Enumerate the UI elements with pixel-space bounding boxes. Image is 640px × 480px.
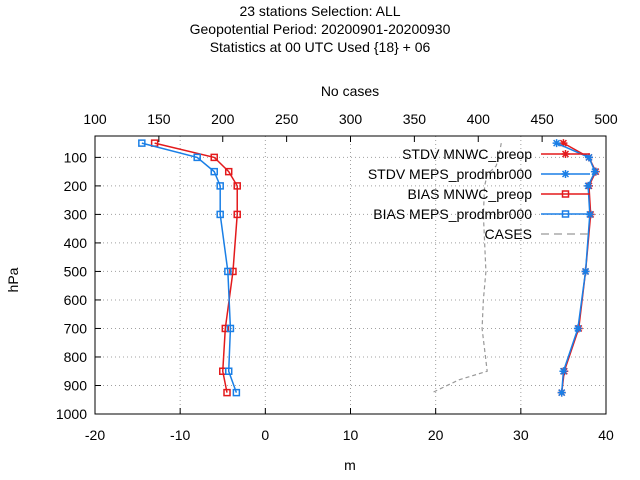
chart-title-line-1: 23 stations Selection: ALL bbox=[239, 3, 401, 19]
legend-label-0: STDV MNWC_preop bbox=[402, 146, 532, 162]
x-tick-label-2: 0 bbox=[261, 427, 269, 443]
legend-label-4: CASES bbox=[485, 226, 532, 242]
x-tick-label-6: 40 bbox=[598, 427, 614, 443]
series-line-1 bbox=[556, 142, 596, 393]
y-axis-label: hPa bbox=[5, 267, 21, 292]
y-tick-label-8: 900 bbox=[64, 377, 88, 393]
top-tick-label-4: 300 bbox=[339, 111, 363, 127]
series-3-point-6 bbox=[226, 324, 235, 333]
series-1-point-0-d2 bbox=[553, 139, 561, 147]
series-line-2 bbox=[154, 142, 238, 393]
x-tick-label-0: -20 bbox=[85, 427, 105, 443]
tick-marks: -20 -10 0 10 20 30 40 100 150 200 250 300 350 400 450 5… bbox=[56, 111, 618, 443]
legend-marker-3 bbox=[561, 210, 570, 218]
series-2-point-3 bbox=[233, 182, 241, 190]
series-line-3 bbox=[141, 142, 238, 393]
series-1-point-5-d2 bbox=[582, 267, 590, 275]
legend-label-2: BIAS MNWC_preop bbox=[408, 186, 533, 202]
y-tick-label-7: 800 bbox=[64, 349, 88, 365]
series-3-point-8 bbox=[232, 388, 241, 397]
y-tick-label-9: 1000 bbox=[56, 406, 87, 422]
series-line-4 bbox=[432, 143, 502, 394]
top-tick-label-6: 400 bbox=[467, 111, 491, 127]
series-3-point-5 bbox=[224, 267, 232, 276]
legend-marker-1-d2 bbox=[561, 170, 570, 178]
series-2-point-6 bbox=[221, 324, 230, 333]
series-1-point-3-d2 bbox=[584, 182, 592, 190]
series-1-point-2 bbox=[590, 167, 599, 176]
x-axis-label: m bbox=[344, 457, 356, 473]
series-3-point-7 bbox=[224, 367, 233, 375]
series-1-point-6 bbox=[573, 324, 582, 333]
legend-label-3: BIAS MEPS_prodmbr000 bbox=[373, 206, 532, 222]
series-group bbox=[138, 139, 600, 397]
legend-marker-2 bbox=[561, 190, 570, 198]
legend-marker-0-d2 bbox=[561, 150, 570, 158]
legend: STDV MNWC_preop STDV MEPS_prodmbr000 BIAS … bbox=[368, 146, 590, 242]
series-1-point-7-d2 bbox=[559, 367, 567, 375]
series-1-point-1 bbox=[584, 153, 593, 162]
series-1-point-0 bbox=[552, 139, 561, 148]
x-tick-label-4: 20 bbox=[428, 427, 444, 443]
y-tick-label-5: 600 bbox=[64, 292, 88, 308]
series-1-point-1-d2 bbox=[585, 153, 593, 161]
series-1-point-6-d2 bbox=[574, 324, 582, 332]
series-1-point-2-d2 bbox=[591, 168, 599, 176]
legend-marker-0 bbox=[561, 150, 570, 158]
series-2-point-5 bbox=[229, 267, 237, 276]
series-2-point-2 bbox=[224, 167, 233, 176]
x-tick-label-5: 30 bbox=[513, 427, 529, 443]
top-tick-label-1: 150 bbox=[147, 111, 171, 127]
chart-title-line-2: Geopotential Period: 20200901-20200930 bbox=[189, 21, 451, 37]
top-tick-label-7: 450 bbox=[530, 111, 554, 127]
y-tick-label-1: 200 bbox=[64, 178, 88, 194]
series-2-point-4 bbox=[233, 210, 241, 219]
series-1-point-3 bbox=[584, 181, 593, 190]
y-tick-label-6: 700 bbox=[64, 320, 88, 336]
chart-title-line-3: Statistics at 00 UTC Used {18} + 06 bbox=[209, 39, 431, 55]
series-3-point-1 bbox=[193, 153, 201, 162]
series-2-point-8 bbox=[223, 388, 231, 397]
series-1-point-5 bbox=[581, 267, 590, 276]
top-tick-label-3: 250 bbox=[275, 111, 299, 127]
y-tick-label-2: 300 bbox=[64, 206, 88, 222]
series-1-point-8-d2 bbox=[558, 389, 566, 397]
series-3-point-2 bbox=[210, 167, 218, 176]
x-tick-label-3: 10 bbox=[343, 427, 359, 443]
top-axis-label: No cases bbox=[321, 83, 379, 99]
top-tick-label-8: 500 bbox=[594, 111, 618, 127]
y-tick-label-4: 500 bbox=[64, 263, 88, 279]
x-tick-label-1: -10 bbox=[170, 427, 190, 443]
series-1-point-7 bbox=[559, 367, 568, 376]
series-1-point-8 bbox=[557, 388, 566, 397]
top-tick-label-2: 200 bbox=[211, 111, 235, 127]
series-2-point-1 bbox=[210, 153, 218, 162]
y-tick-label-3: 400 bbox=[64, 235, 88, 251]
series-3-point-4 bbox=[216, 210, 224, 219]
y-tick-label-0: 100 bbox=[64, 149, 88, 165]
series-3-point-0 bbox=[138, 139, 146, 147]
top-tick-label-0: 100 bbox=[83, 111, 107, 127]
legend-marker-1 bbox=[561, 170, 570, 178]
series-3-point-3 bbox=[216, 182, 224, 190]
top-tick-label-5: 350 bbox=[403, 111, 427, 127]
legend-label-1: STDV MEPS_prodmbr000 bbox=[368, 166, 532, 182]
